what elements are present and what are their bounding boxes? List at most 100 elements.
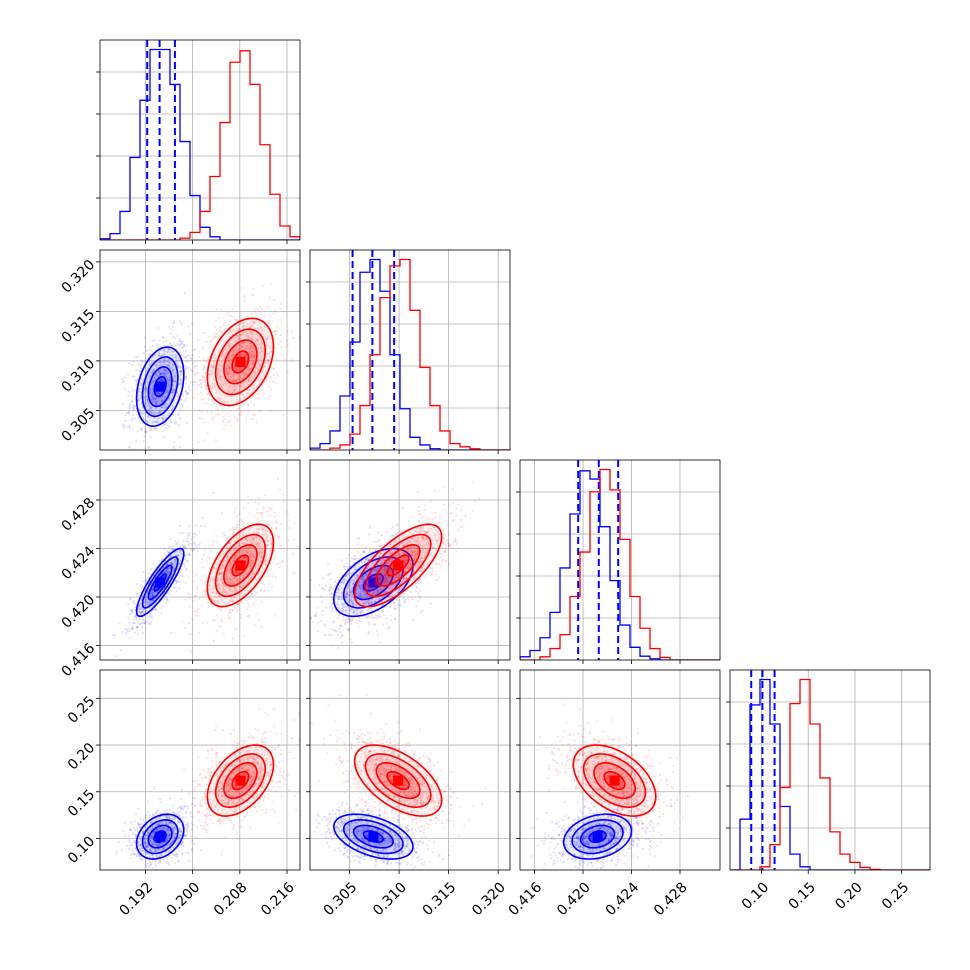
scatter-point	[218, 573, 222, 576]
scatter-point	[137, 610, 140, 613]
scatter-point	[171, 368, 174, 371]
scatter-point	[163, 372, 166, 375]
scatter-point	[232, 364, 236, 367]
scatter-point	[152, 396, 155, 399]
scatter-point	[144, 401, 147, 404]
scatter-point	[392, 534, 395, 537]
scatter-point	[168, 362, 171, 365]
scatter-point	[137, 399, 140, 402]
scatter-point	[419, 596, 422, 600]
scatter-point	[237, 572, 240, 575]
scatter-point	[178, 345, 181, 348]
scatter-point	[325, 606, 328, 609]
scatter-point	[401, 580, 404, 583]
y-tick-label: 0.424	[59, 543, 99, 583]
scatter-point	[345, 596, 348, 599]
scatter-point	[158, 409, 162, 412]
scatter-point	[257, 527, 261, 531]
scatter-point	[344, 610, 347, 613]
scatter-point	[237, 418, 240, 421]
scatter-point	[262, 506, 265, 509]
scatter-point	[156, 361, 159, 364]
scatter-point	[215, 541, 218, 544]
scatter-point	[257, 327, 260, 330]
scatter-point	[155, 391, 158, 394]
scatter-point	[160, 354, 163, 357]
scatter-point	[226, 421, 229, 424]
scatter-point	[416, 562, 419, 565]
scatter-point	[209, 339, 212, 342]
scatter-point	[200, 391, 203, 394]
scatter-point	[183, 558, 186, 561]
scatter-point	[224, 370, 228, 373]
scatter-point	[215, 332, 218, 335]
scatter-point	[344, 595, 347, 598]
scatter-point	[367, 559, 370, 562]
scatter-point	[261, 528, 264, 531]
scatter-point	[189, 357, 193, 360]
scatter-point	[250, 535, 253, 539]
scatter-point	[201, 418, 204, 421]
scatter-point	[173, 389, 176, 392]
scatter-point	[256, 532, 259, 535]
scatter-point	[170, 366, 173, 369]
scatter-point	[216, 412, 219, 415]
scatter-point	[337, 595, 340, 598]
scatter-point	[256, 543, 259, 547]
scatter-point	[213, 360, 216, 363]
scatter-point	[193, 348, 196, 351]
scatter-point	[242, 332, 245, 335]
scatter-point	[247, 335, 250, 339]
scatter-point	[351, 571, 354, 574]
scatter-point	[246, 539, 249, 542]
scatter-point	[241, 341, 244, 344]
scatter-point	[144, 430, 147, 433]
scatter-point	[376, 614, 379, 617]
scatter-point	[150, 395, 153, 398]
scatter-point	[241, 549, 244, 552]
scatter-point	[367, 630, 370, 633]
scatter-point	[402, 558, 405, 562]
scatter-point	[445, 539, 448, 543]
scatter-point	[208, 335, 211, 338]
scatter-point	[368, 602, 371, 606]
scatter-point	[348, 584, 351, 588]
scatter-point	[231, 379, 234, 382]
scatter-point	[184, 581, 187, 584]
scatter-point	[184, 382, 187, 385]
scatter-point	[136, 378, 139, 381]
scatter-point	[152, 591, 155, 594]
scatter-point	[251, 287, 254, 290]
scatter-point	[168, 379, 171, 382]
scatter-point	[310, 616, 313, 619]
scatter-point	[247, 403, 250, 407]
scatter-point	[261, 551, 264, 555]
scatter-point	[159, 372, 162, 375]
scatter-point	[172, 565, 175, 569]
scatter-point	[163, 369, 166, 372]
scatter-point	[161, 398, 164, 402]
scatter-point	[241, 325, 244, 328]
scatter-point	[219, 375, 222, 378]
scatter-point	[218, 595, 221, 599]
scatter-point	[209, 372, 212, 376]
scatter-point	[261, 284, 264, 287]
scatter-point	[226, 581, 229, 584]
scatter-point	[237, 524, 240, 527]
scatter-point	[327, 562, 330, 566]
scatter-point	[250, 556, 253, 559]
scatter-point	[367, 599, 370, 602]
scatter-point	[266, 337, 269, 340]
scatter-point	[217, 559, 220, 562]
scatter-point	[228, 365, 231, 368]
scatter-point	[140, 382, 143, 385]
scatter-point	[187, 325, 190, 328]
scatter-point	[254, 321, 257, 324]
scatter-point	[233, 596, 236, 599]
scatter-point	[127, 394, 130, 397]
scatter-point	[362, 573, 365, 576]
scatter-point	[276, 534, 279, 538]
scatter-point	[413, 555, 416, 559]
scatter-point	[345, 618, 348, 621]
scatter-point	[336, 603, 339, 606]
